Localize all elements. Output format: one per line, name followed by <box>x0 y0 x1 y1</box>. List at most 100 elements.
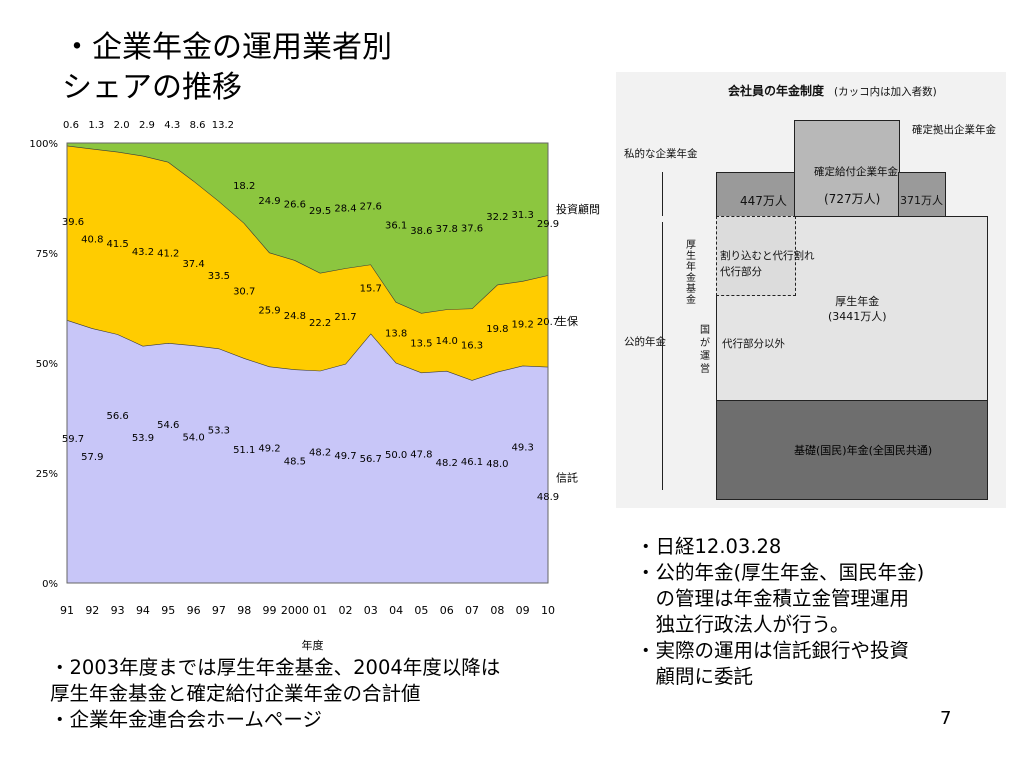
data-label-advisor: 31.3 <box>512 210 534 221</box>
note-left: ・2003年度までは厚生年金基金、2004年度以降は 厚生年金基金と確定給付企業… <box>50 656 501 731</box>
y-tick-label: 50% <box>36 359 58 370</box>
kikin-box <box>716 172 796 218</box>
public-bracket <box>662 222 663 490</box>
data-label-advisor: 24.9 <box>258 196 280 207</box>
data-label-trust: 54.6 <box>157 420 179 431</box>
data-label-life: 15.7 <box>360 284 382 295</box>
data-label-life: 21.7 <box>334 312 356 323</box>
data-label-advisor: 18.2 <box>233 181 255 192</box>
db-count: (727万人) <box>824 192 881 206</box>
data-label-trust: 59.7 <box>62 434 84 445</box>
data-label-trust: 49.3 <box>512 443 534 454</box>
x-tick-label: 10 <box>541 604 555 617</box>
data-label-trust: 56.7 <box>360 454 382 465</box>
data-label-advisor: 37.6 <box>461 224 483 235</box>
y-tick-label: 25% <box>36 469 58 480</box>
x-tick-label: 98 <box>237 604 251 617</box>
private-pension-label: 私的な企業年金 <box>624 148 698 160</box>
x-tick-label: 01 <box>313 604 327 617</box>
data-label-advisor: 29.5 <box>309 206 331 217</box>
x-tick-label: 04 <box>389 604 403 617</box>
data-label-advisor-top: 2.9 <box>139 120 155 131</box>
data-label-trust: 53.3 <box>208 425 230 436</box>
data-label-trust: 54.0 <box>182 432 204 443</box>
data-label-trust: 48.9 <box>537 492 559 503</box>
y-tick-label: 0% <box>42 579 58 590</box>
x-tick-label: 05 <box>414 604 428 617</box>
series-label-生保: 生保 <box>556 314 578 328</box>
data-label-life: 41.2 <box>157 248 179 259</box>
data-label-trust: 48.2 <box>309 448 331 459</box>
data-label-trust: 57.9 <box>81 452 103 463</box>
data-label-life: 33.5 <box>208 271 230 282</box>
data-label-life: 24.8 <box>284 311 306 322</box>
data-label-trust: 48.2 <box>436 458 458 469</box>
data-label-advisor-top: 4.3 <box>164 120 180 131</box>
plot-frame <box>66 142 549 584</box>
data-label-trust: 49.7 <box>334 451 356 462</box>
note-right: ・日経12.03.28 ・公的年金(厚生年金、国民年金) の管理は年金積立金管理… <box>636 535 925 688</box>
x-tick-label: 03 <box>364 604 378 617</box>
data-label-life: 25.9 <box>258 306 280 317</box>
data-label-trust: 53.9 <box>132 433 154 444</box>
data-label-advisor: 32.2 <box>486 212 508 223</box>
data-label-life: 43.2 <box>132 247 154 258</box>
stacked-area-chart: 100% 75% 50% 25% 0% 91 92 93 94 95 96 97 98 99 2000 01 0… <box>29 120 600 652</box>
data-label-life: 19.8 <box>486 324 508 335</box>
data-label-life: 20.7 <box>537 317 559 328</box>
db-label: 確定給付企業年金 <box>814 166 898 178</box>
data-label-advisor-top: 13.2 <box>212 120 234 131</box>
data-label-advisor-top: 1.3 <box>88 120 104 131</box>
data-label-trust: 49.2 <box>258 444 280 455</box>
dc-box <box>898 172 946 218</box>
x-tick-label: 08 <box>490 604 504 617</box>
data-label-advisor: 28.4 <box>334 204 356 215</box>
area-投資顧問 <box>67 143 548 314</box>
data-label-life: 13.8 <box>385 328 407 339</box>
data-label-advisor: 26.6 <box>284 200 306 211</box>
private-bracket <box>662 172 663 216</box>
area-信託 <box>67 320 548 583</box>
data-label-life: 19.2 <box>512 319 534 330</box>
pension-system-figure: 会社員の年金制度 (カッコ内は加入者数) 私的な企業年金 確定拠出企業年金 44… <box>616 72 1006 508</box>
kosei-kikin-label: 厚生年金基金 <box>686 240 696 306</box>
x-tick-label: 06 <box>440 604 454 617</box>
data-label-trust: 48.5 <box>284 456 306 467</box>
data-label-life: 37.4 <box>182 259 204 270</box>
data-label-life: 41.5 <box>106 239 128 250</box>
x-tick-label: 97 <box>212 604 226 617</box>
data-label-life: 30.7 <box>233 287 255 298</box>
x-tick-label: 96 <box>187 604 201 617</box>
kiso-box <box>716 400 988 500</box>
data-label-life: 39.6 <box>62 217 84 228</box>
data-label-trust: 46.1 <box>461 457 483 468</box>
db-box <box>794 120 900 218</box>
x-axis-label: 年度 <box>302 638 324 652</box>
data-label-life: 22.2 <box>309 318 331 329</box>
data-label-advisor: 37.8 <box>436 224 458 235</box>
series-label-投資顧問: 投資顧問 <box>556 202 600 216</box>
data-label-trust: 47.8 <box>410 449 432 460</box>
kiso-label: 基礎(国民)年金(全国民共通) <box>794 444 933 457</box>
dc-count: 371万人 <box>900 194 943 207</box>
data-label-trust: 50.0 <box>385 450 407 461</box>
data-label-life: 40.8 <box>81 234 103 245</box>
slide-title: ・企業年金の運用業者別 シェアの推移 <box>62 30 392 105</box>
daiko-box <box>716 216 796 296</box>
daiko-label: 割り込むと代行割れ 代行部分 <box>720 250 815 278</box>
non-daiko-label: 代行部分以外 <box>722 338 785 350</box>
x-tick-label: 99 <box>263 604 277 617</box>
data-label-trust: 56.6 <box>106 411 128 422</box>
kuni-label: 国が運営 <box>700 325 710 375</box>
figure-title-note: (カッコ内は加入者数) <box>834 86 937 98</box>
kosei-label: 厚生年金 (3441万人) <box>828 295 887 323</box>
x-tick-label: 94 <box>136 604 150 617</box>
data-label-advisor-top: 0.6 <box>63 120 79 131</box>
data-label-advisor-top: 2.0 <box>114 120 130 131</box>
x-tick-label: 95 <box>161 604 175 617</box>
data-label-trust: 48.0 <box>486 459 508 470</box>
data-label-advisor: 29.9 <box>537 219 559 230</box>
public-pension-label: 公的年金 <box>624 336 666 348</box>
data-label-life: 14.0 <box>436 336 458 347</box>
dc-label: 確定拠出企業年金 <box>912 124 996 136</box>
